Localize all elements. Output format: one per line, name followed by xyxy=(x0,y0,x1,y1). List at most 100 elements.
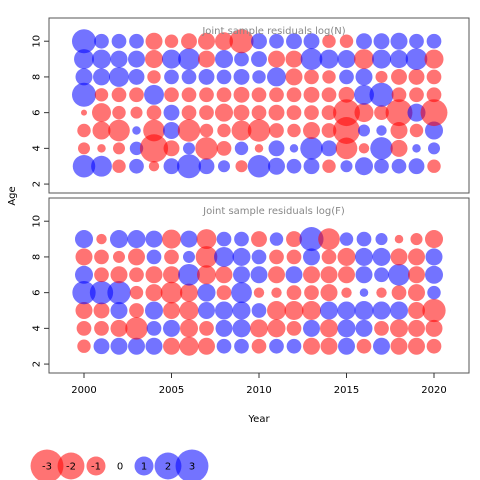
legend-bubble xyxy=(154,452,182,480)
residual-bubble xyxy=(319,319,339,338)
legend-label: 2 xyxy=(165,462,171,473)
residual-bubble xyxy=(269,87,284,103)
residual-bubble xyxy=(299,227,324,252)
y-tick-label: 2 xyxy=(32,361,43,367)
residual-bubble xyxy=(144,301,164,320)
y-tick-label: 2 xyxy=(32,181,43,187)
residual-bubble xyxy=(216,285,232,301)
residual-bubble xyxy=(214,32,234,51)
residual-bubble xyxy=(251,105,267,120)
residual-bubble xyxy=(97,144,106,153)
residual-bubble xyxy=(145,230,163,248)
residual-bubble xyxy=(163,158,180,175)
residual-bubble xyxy=(303,158,320,175)
residual-bubble xyxy=(164,69,179,85)
residual-bubble xyxy=(110,266,128,284)
residual-bubble xyxy=(181,69,197,85)
x-tick-label: 2010 xyxy=(246,385,271,396)
residual-bubble xyxy=(303,266,320,284)
residual-bubble xyxy=(390,337,408,355)
residual-bubble xyxy=(232,319,251,338)
residual-bubble xyxy=(427,159,441,173)
residual-bubble xyxy=(268,50,285,68)
residual-bubble xyxy=(146,249,162,265)
residual-bubble xyxy=(196,229,217,250)
residual-bubble xyxy=(374,321,389,336)
residual-bubble xyxy=(198,50,215,68)
residual-bubble xyxy=(197,283,216,302)
residual-bubble xyxy=(233,104,250,121)
residual-bubble xyxy=(180,230,198,248)
residual-bubble xyxy=(92,121,111,140)
residual-bubble xyxy=(94,88,109,102)
residual-bubble xyxy=(425,248,443,266)
legend-bubble xyxy=(134,456,154,476)
residual-bubble xyxy=(284,301,304,320)
residual-bubble xyxy=(130,106,143,119)
y-tick-label: 10 xyxy=(32,35,43,48)
residual-bubble xyxy=(214,103,234,122)
legend-label: -2 xyxy=(66,462,76,473)
residual-bubble xyxy=(373,33,390,50)
residual-bubble xyxy=(286,158,302,174)
x-axis-label: Year xyxy=(247,414,270,425)
residual-bubble xyxy=(148,161,160,172)
residual-bubble xyxy=(128,50,145,68)
residual-bubble xyxy=(251,231,267,248)
residual-bubble xyxy=(304,285,319,301)
residual-bubble xyxy=(286,33,302,50)
residual-bubble xyxy=(321,140,337,157)
residual-bubble xyxy=(424,49,444,69)
residual-bubble xyxy=(424,230,444,249)
residual-bubble xyxy=(94,321,109,336)
residual-bubble xyxy=(408,68,425,85)
residual-bubble xyxy=(337,50,356,69)
legend-label: -1 xyxy=(91,462,101,473)
residual-bubble xyxy=(269,123,284,138)
residual-bubble xyxy=(420,99,448,127)
residual-bubble xyxy=(93,338,110,355)
residual-bubble xyxy=(234,51,249,67)
residual-bubble xyxy=(92,49,111,69)
residual-bubble xyxy=(76,321,92,336)
residual-bubble xyxy=(355,319,373,337)
residual-bubble xyxy=(214,50,234,69)
residual-bubble xyxy=(125,317,148,340)
residual-bubble xyxy=(231,120,252,141)
residual-bubble xyxy=(108,119,130,142)
residual-bubble xyxy=(110,302,128,319)
residual-bubble xyxy=(286,338,302,354)
residual-bubble xyxy=(251,87,267,103)
residual-bubble xyxy=(162,49,181,69)
residual-bubble xyxy=(110,319,128,337)
residual-bubble xyxy=(385,99,413,127)
residual-bubble xyxy=(340,160,353,173)
residual-bubble xyxy=(74,230,94,249)
residual-bubble xyxy=(354,247,374,266)
x-tick-label: 2020 xyxy=(421,385,446,396)
residual-bubble xyxy=(110,50,128,68)
residual-bubble xyxy=(370,137,393,160)
residual-bubble xyxy=(267,301,286,320)
residual-bubble xyxy=(251,303,267,318)
residual-bubble xyxy=(229,29,254,54)
residual-bubble xyxy=(354,157,374,176)
residual-bubble xyxy=(337,247,356,266)
x-tick-label: 2005 xyxy=(159,385,184,396)
residual-bubble xyxy=(372,247,391,266)
residual-bubble xyxy=(254,144,264,153)
residual-bubble xyxy=(179,301,199,320)
residual-bubble xyxy=(407,103,426,122)
residual-bubble xyxy=(408,158,425,175)
residual-bubble xyxy=(304,105,319,120)
residual-bubble xyxy=(251,33,267,50)
residual-bubble xyxy=(72,281,96,305)
residual-bubble xyxy=(341,287,352,298)
residual-bubble xyxy=(250,266,268,284)
y-tick-label: 4 xyxy=(32,325,43,331)
residual-bubble xyxy=(77,339,91,353)
residual-bubble xyxy=(339,34,354,48)
residual-bubble xyxy=(232,247,251,266)
residual-bubble xyxy=(303,337,320,355)
residual-bubble xyxy=(234,141,249,156)
